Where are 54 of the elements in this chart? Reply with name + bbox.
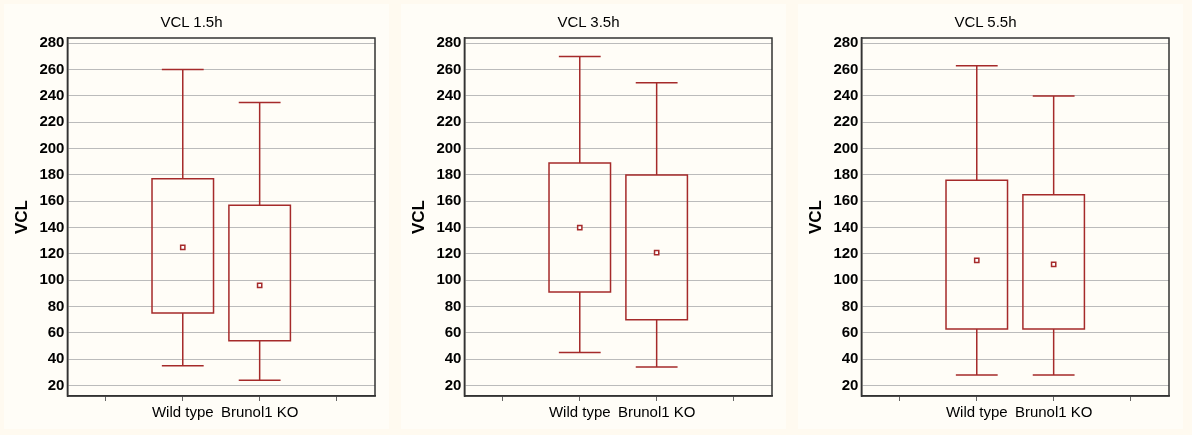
y-tick-label: 180 xyxy=(436,165,462,183)
chart-title: VCL 1.5h xyxy=(160,13,223,31)
y-tick-label: 240 xyxy=(833,86,859,104)
y-tick-label: 240 xyxy=(436,86,462,104)
y-tick-label: 80 xyxy=(47,296,65,314)
x-tick-label: Wild type xyxy=(151,403,214,421)
y-axis-title: VCL xyxy=(408,200,428,234)
y-tick-label: 40 xyxy=(47,349,65,367)
y-tick-label: 100 xyxy=(833,270,859,288)
chart-title: VCL 5.5h xyxy=(954,13,1017,31)
y-tick-label: 180 xyxy=(39,165,65,183)
x-tick-label: Brunol1 KO xyxy=(617,403,696,421)
y-tick-label: 280 xyxy=(833,33,859,51)
y-tick-label: 140 xyxy=(39,217,65,235)
y-tick-label: 260 xyxy=(39,59,65,77)
y-tick-label: 240 xyxy=(39,86,65,104)
y-tick-label: 60 xyxy=(47,322,65,340)
x-tick-label: Wild type xyxy=(945,403,1008,421)
y-tick-label: 140 xyxy=(436,217,462,235)
y-tick-label: 120 xyxy=(39,243,65,261)
y-tick-label: 200 xyxy=(436,138,462,156)
y-tick-label: 220 xyxy=(436,112,462,130)
y-tick-label: 40 xyxy=(444,349,462,367)
x-tick-label: Brunol1 KO xyxy=(220,403,299,421)
y-tick-label: 20 xyxy=(47,375,65,393)
y-tick-label: 160 xyxy=(436,191,462,209)
y-tick-label: 220 xyxy=(833,112,859,130)
y-tick-label: 100 xyxy=(39,270,65,288)
y-tick-label: 280 xyxy=(39,33,65,51)
y-tick-label: 260 xyxy=(436,59,462,77)
y-tick-label: 60 xyxy=(841,322,859,340)
x-tick-label: Brunol1 KO xyxy=(1014,403,1093,421)
y-tick-label: 160 xyxy=(39,191,65,209)
y-tick-label: 140 xyxy=(833,217,859,235)
y-tick-label: 220 xyxy=(39,112,65,130)
y-tick-label: 80 xyxy=(444,296,462,314)
y-tick-label: 200 xyxy=(833,138,859,156)
y-tick-label: 120 xyxy=(833,243,859,261)
y-tick-label: 260 xyxy=(833,59,859,77)
x-tick-label: Wild type xyxy=(548,403,611,421)
y-tick-label: 120 xyxy=(436,243,462,261)
y-tick-label: 280 xyxy=(436,33,462,51)
y-axis-title: VCL xyxy=(11,200,31,234)
y-tick-label: 160 xyxy=(833,191,859,209)
y-tick-label: 180 xyxy=(833,165,859,183)
y-tick-label: 20 xyxy=(444,375,462,393)
y-tick-label: 60 xyxy=(444,322,462,340)
y-tick-label: 80 xyxy=(841,296,859,314)
y-tick-label: 40 xyxy=(841,349,859,367)
y-tick-label: 100 xyxy=(436,270,462,288)
chart-title: VCL 3.5h xyxy=(557,13,620,31)
y-tick-label: 200 xyxy=(39,138,65,156)
y-axis-title: VCL xyxy=(805,200,825,234)
y-tick-label: 20 xyxy=(841,375,859,393)
